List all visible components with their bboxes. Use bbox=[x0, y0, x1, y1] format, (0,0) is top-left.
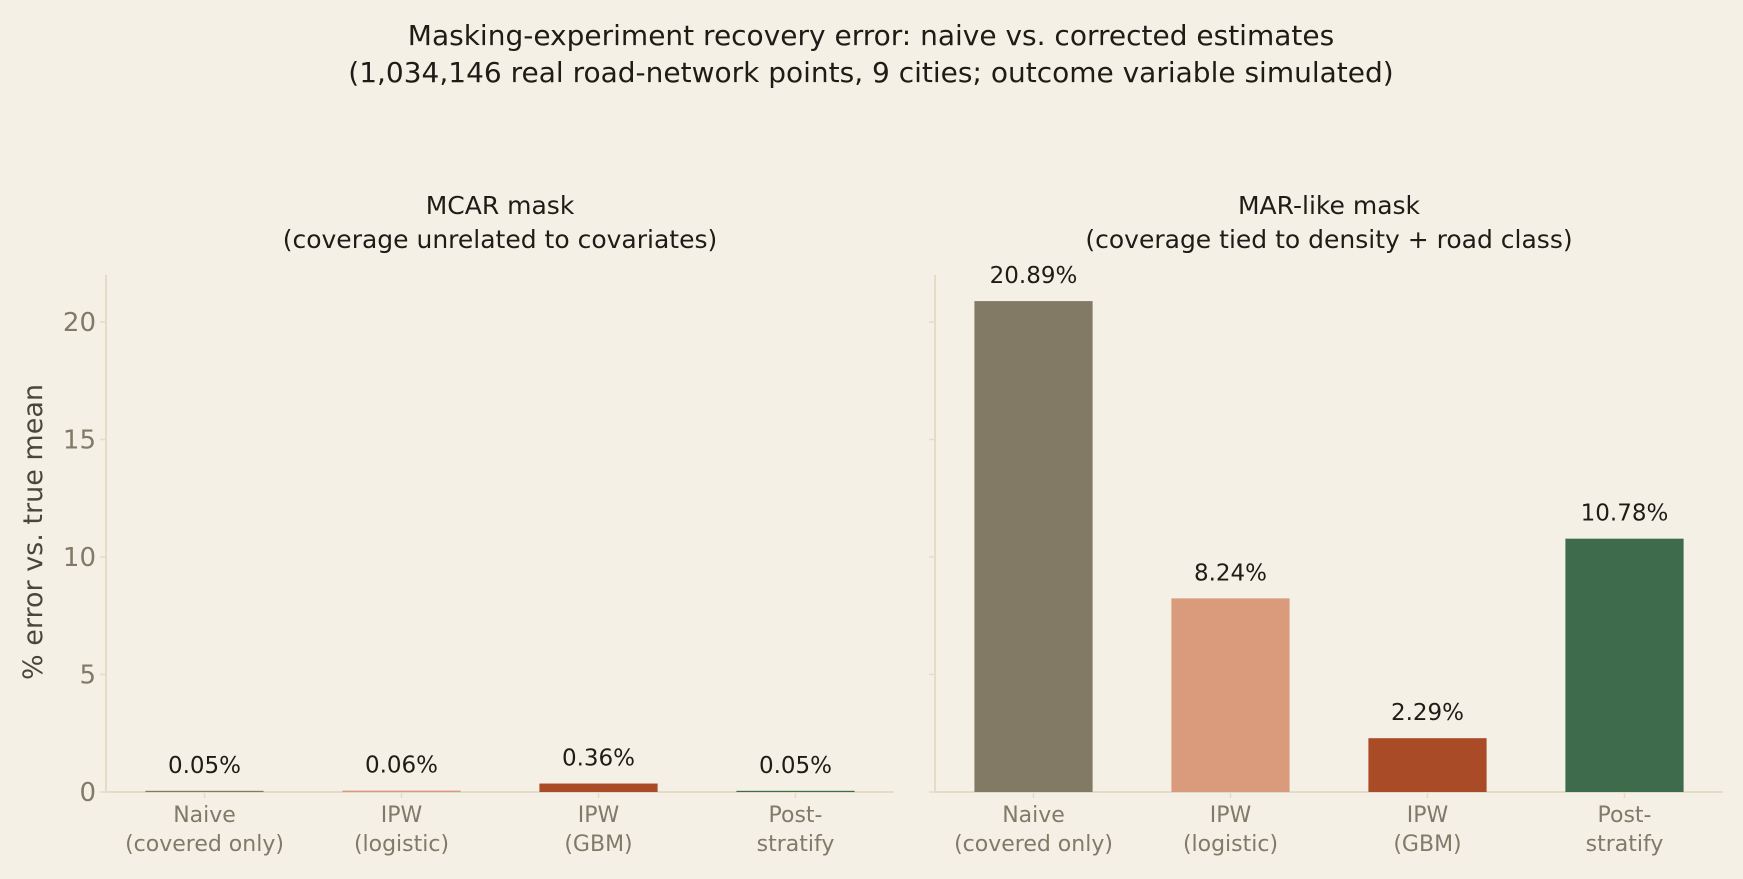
bar bbox=[736, 790, 855, 792]
y-tick-label: 0 bbox=[79, 778, 96, 808]
data-label: 0.36% bbox=[562, 746, 635, 772]
chart-title: Masking-experiment recovery error: naive… bbox=[408, 19, 1334, 52]
x-tick-label: Post-stratify bbox=[757, 803, 835, 857]
x-tick-label: Naive (covered only) bbox=[125, 803, 284, 857]
bar bbox=[342, 790, 461, 792]
data-label: 8.24% bbox=[1194, 560, 1267, 586]
x-tick-label: IPW (GBM) bbox=[564, 803, 632, 857]
panel-title: MCAR mask bbox=[426, 191, 575, 220]
data-label: 0.05% bbox=[759, 753, 832, 779]
data-label: 20.89% bbox=[990, 263, 1078, 289]
bar bbox=[1171, 598, 1290, 792]
data-label: 2.29% bbox=[1391, 700, 1464, 726]
chart-subtitle: (1,034,146 real road-network points, 9 c… bbox=[348, 56, 1393, 89]
bar bbox=[1368, 738, 1487, 792]
data-label: 10.78% bbox=[1581, 501, 1669, 527]
y-tick-label: 10 bbox=[63, 543, 96, 573]
x-tick-label: Naive (covered only) bbox=[954, 803, 1113, 857]
y-tick-label: 15 bbox=[63, 426, 96, 456]
y-axis-label: % error vs. true mean bbox=[18, 384, 49, 680]
panel-2: MAR-like mask (coverage tied to density +… bbox=[929, 191, 1723, 857]
bar bbox=[145, 790, 264, 792]
panel-subtitle: (coverage tied to density + road class) bbox=[1085, 225, 1572, 254]
panel-1: MCAR mask (coverage unrelated to covariat… bbox=[63, 191, 894, 857]
x-tick-label: IPW (logistic) bbox=[1183, 803, 1278, 857]
data-label: 0.05% bbox=[168, 753, 241, 779]
y-tick-label: 20 bbox=[63, 308, 96, 338]
panels: MCAR mask (coverage unrelated to covariat… bbox=[63, 191, 1723, 857]
y-tick-label: 5 bbox=[79, 661, 96, 691]
x-tick-label: IPW (logistic) bbox=[354, 803, 449, 857]
panel-subtitle: (coverage unrelated to covariates) bbox=[283, 225, 718, 254]
data-label: 0.06% bbox=[365, 753, 438, 779]
bar bbox=[539, 783, 658, 792]
bar bbox=[1565, 538, 1684, 792]
x-tick-label: Post-stratify bbox=[1586, 803, 1664, 857]
bar bbox=[974, 301, 1093, 792]
panel-title: MAR-like mask bbox=[1238, 191, 1421, 220]
x-tick-label: IPW (GBM) bbox=[1393, 803, 1461, 857]
